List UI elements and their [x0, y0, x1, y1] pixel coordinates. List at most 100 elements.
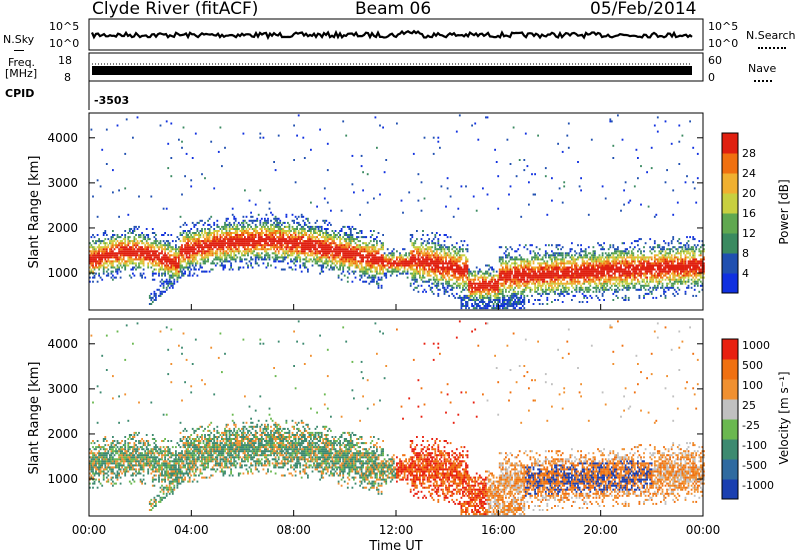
power-cell [155, 272, 157, 275]
power-cell [164, 250, 166, 253]
power-cell [162, 282, 165, 285]
power-cell [420, 284, 423, 287]
power-cell [244, 254, 246, 257]
power-cell [193, 266, 196, 269]
power-cell [191, 256, 194, 259]
power-cell [369, 276, 372, 279]
power-cell [248, 250, 251, 253]
power-cell [254, 219, 257, 222]
power-cell [397, 264, 400, 267]
power-cell [138, 225, 140, 228]
power-cell [190, 234, 193, 236]
power-cell [509, 185, 512, 188]
power-cell [515, 276, 518, 279]
power-cell [420, 242, 423, 245]
power-cell [419, 260, 421, 263]
power-cell [498, 278, 501, 281]
power-cell [245, 262, 248, 265]
power-cell [282, 268, 285, 271]
power-cell [486, 288, 489, 291]
power-cell [523, 288, 526, 291]
power-cell [115, 258, 117, 261]
power-cell [511, 268, 513, 271]
power-cell [290, 234, 292, 236]
power-cell [349, 240, 352, 243]
power-cell [486, 272, 489, 275]
power-cell [128, 236, 131, 239]
power-cell [325, 252, 328, 255]
power-cell [469, 280, 472, 283]
power-cell [506, 266, 509, 269]
power-cell [245, 240, 248, 243]
power-cell [214, 244, 217, 247]
power-cell [267, 242, 269, 245]
power-cell [328, 234, 331, 236]
power-cell [311, 250, 314, 253]
power-cell [282, 230, 285, 232]
power-cell [534, 252, 536, 255]
power-cell [181, 234, 183, 236]
power-cell [276, 236, 279, 239]
power-cell [216, 248, 219, 251]
power-cell [167, 266, 170, 269]
power-cell [105, 246, 108, 249]
power-cell [549, 266, 552, 269]
power-cell [299, 228, 302, 230]
power-cell [98, 250, 100, 253]
power-cell [148, 260, 151, 263]
power-cell [141, 240, 143, 243]
power-cell [457, 207, 460, 210]
power-cell [564, 284, 567, 287]
power-cell [560, 260, 562, 263]
power-cell [460, 307, 463, 310]
power-cell [416, 264, 418, 267]
power-cell [287, 256, 289, 259]
power-cell [228, 236, 231, 239]
power-cell [540, 268, 543, 271]
power-cell [463, 280, 466, 283]
power-cell [191, 248, 194, 251]
power-cell [205, 236, 208, 239]
power-cell [211, 250, 214, 253]
power-cell [366, 272, 369, 275]
power-cell [110, 244, 113, 247]
power-cell [463, 296, 466, 299]
power-cell [457, 272, 460, 275]
power-cell [380, 254, 383, 257]
power-cell [162, 258, 165, 261]
nsky-series [90, 29, 693, 41]
power-cell [311, 242, 314, 245]
power-cell [429, 278, 432, 281]
power-cell [429, 268, 432, 271]
power-cell [485, 276, 487, 279]
power-cell [130, 276, 133, 279]
power-cell [560, 254, 562, 257]
power-cell [190, 242, 193, 245]
power-cell [118, 250, 120, 253]
power-cell [351, 264, 354, 267]
power-cell [300, 248, 303, 251]
power-cell [178, 274, 180, 277]
power-cell [482, 294, 484, 297]
power-cell [419, 258, 421, 261]
power-cell [210, 140, 213, 143]
power-cell [173, 280, 176, 283]
power-cell [191, 244, 194, 247]
power-cell [239, 240, 242, 243]
power-cell [348, 234, 351, 236]
power-cell [512, 280, 515, 283]
power-cell [471, 272, 473, 275]
power-cell [239, 256, 242, 259]
power-cell [520, 260, 523, 263]
power-cell [414, 286, 417, 289]
power-cell [402, 258, 404, 261]
power-cell [311, 260, 314, 263]
power-cell [411, 272, 414, 275]
power-cell [330, 209, 332, 212]
power-cell [463, 274, 466, 277]
power-cell [296, 221, 298, 224]
power-cell [158, 252, 160, 255]
power-cell [472, 286, 475, 289]
power-cell [442, 284, 444, 287]
power-cell [204, 232, 206, 234]
